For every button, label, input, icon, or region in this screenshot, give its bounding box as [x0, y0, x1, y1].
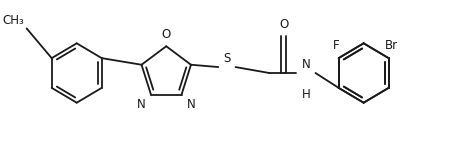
Text: N: N: [137, 98, 145, 111]
Text: Br: Br: [385, 39, 398, 52]
Text: O: O: [162, 28, 171, 41]
Text: S: S: [223, 52, 230, 65]
Text: F: F: [332, 39, 339, 52]
Text: H: H: [301, 88, 310, 101]
Text: CH₃: CH₃: [2, 14, 24, 27]
Text: N: N: [301, 58, 310, 71]
Text: O: O: [279, 18, 288, 31]
Text: N: N: [188, 98, 196, 111]
